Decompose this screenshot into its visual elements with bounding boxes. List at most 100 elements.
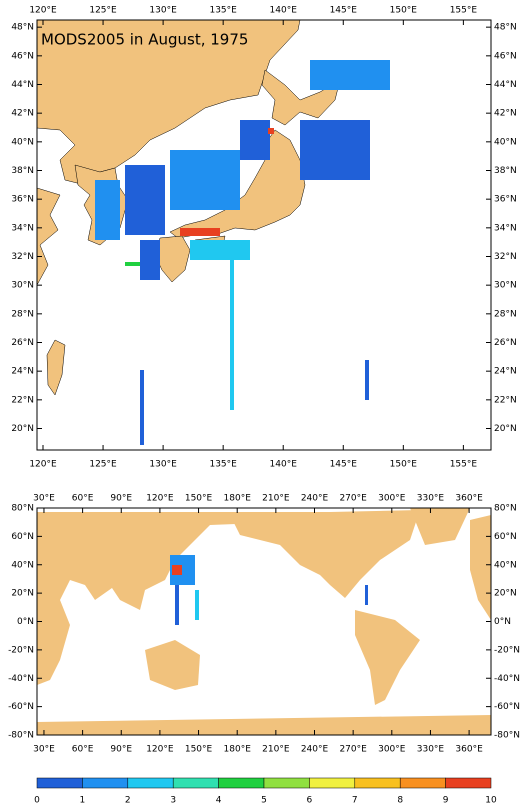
lat-label: 36°N bbox=[494, 195, 517, 205]
color-swatch bbox=[172, 777, 219, 789]
lat-label: -40°N bbox=[494, 674, 520, 684]
lat-label: 22°N bbox=[494, 395, 517, 405]
lat-label: 40°N bbox=[494, 560, 517, 570]
lon-label: 180°E bbox=[224, 745, 252, 755]
lat-label: 38°N bbox=[11, 166, 34, 176]
lon-label: 240°E bbox=[301, 745, 329, 755]
lon-label: 60°E bbox=[72, 745, 94, 755]
lon-label: 130°E bbox=[149, 6, 177, 16]
colorbar-label: 3 bbox=[170, 796, 176, 806]
lat-label: -80°N bbox=[494, 731, 520, 741]
colorbar-label: 1 bbox=[80, 796, 86, 806]
greenland bbox=[410, 508, 470, 545]
lon-label: 90°E bbox=[110, 745, 132, 755]
lat-label: 38°N bbox=[494, 166, 517, 176]
lat-label: 46°N bbox=[11, 51, 34, 61]
europe-africa-right bbox=[470, 515, 491, 620]
lat-label: 40°N bbox=[11, 137, 34, 147]
lon-label: 210°E bbox=[262, 494, 290, 504]
color-swatch bbox=[82, 777, 129, 789]
lon-label: 145°E bbox=[330, 460, 358, 470]
lat-label: 30°N bbox=[494, 281, 517, 291]
color-swatch bbox=[354, 777, 401, 789]
lat-label: 24°N bbox=[11, 367, 34, 377]
lat-label: 42°N bbox=[494, 109, 517, 119]
lat-label: 34°N bbox=[11, 223, 34, 233]
kyushu bbox=[154, 235, 191, 283]
lat-label: 42°N bbox=[11, 109, 34, 119]
lat-label: 34°N bbox=[494, 223, 517, 233]
lon-label: 300°E bbox=[378, 494, 406, 504]
lat-label: 44°N bbox=[11, 80, 34, 90]
lat-label: 26°N bbox=[494, 338, 517, 348]
hokkaido bbox=[261, 69, 341, 126]
asia-mainland bbox=[36, 19, 301, 186]
color-swatch bbox=[218, 777, 265, 789]
color-swatch bbox=[36, 777, 83, 789]
world-observations bbox=[170, 555, 368, 625]
colorbar-label: 5 bbox=[261, 796, 267, 806]
lat-label: 28°N bbox=[494, 309, 517, 319]
color-swatch bbox=[263, 777, 310, 789]
colorbar-label: 9 bbox=[443, 796, 449, 806]
lat-label: -60°N bbox=[494, 702, 520, 712]
lat-label: 40°N bbox=[494, 137, 517, 147]
lat-label: 48°N bbox=[494, 23, 517, 33]
lon-label: 150°E bbox=[390, 460, 418, 470]
lon-label: 210°E bbox=[262, 745, 290, 755]
lon-label: 60°E bbox=[72, 494, 94, 504]
lat-label: 32°N bbox=[494, 252, 517, 262]
color-swatch bbox=[127, 777, 174, 789]
map-frame bbox=[36, 19, 492, 451]
lat-label: 20°N bbox=[11, 589, 34, 599]
lon-label: 120°E bbox=[29, 460, 57, 470]
lat-label: 22°N bbox=[11, 395, 34, 405]
lat-label: -60°N bbox=[8, 702, 34, 712]
lat-label: 32°N bbox=[11, 252, 34, 262]
lon-label: 30°E bbox=[33, 745, 55, 755]
lon-label: 150°E bbox=[185, 494, 213, 504]
color-swatch bbox=[445, 777, 492, 789]
world-map: 30°E 30°E 60°E 60°E 90°E 90°E 120°E 120°E 150°E 1… bbox=[8, 494, 520, 755]
lat-label: 80°N bbox=[494, 504, 517, 514]
lon-label: 360°E bbox=[455, 745, 483, 755]
colorbar-label: 6 bbox=[307, 796, 313, 806]
lon-label: 300°E bbox=[378, 745, 406, 755]
lon-label: 360°E bbox=[455, 494, 483, 504]
lat-label: 30°N bbox=[11, 281, 34, 291]
australia bbox=[145, 640, 200, 690]
lon-label: 270°E bbox=[339, 494, 367, 504]
china-coast bbox=[36, 187, 61, 286]
colorbar-label: 8 bbox=[397, 796, 403, 806]
colorbar-label: 4 bbox=[216, 796, 222, 806]
colorbar-label: 0 bbox=[34, 796, 40, 806]
lon-label: 240°E bbox=[301, 494, 329, 504]
lat-label: 20°N bbox=[494, 589, 517, 599]
antarctica bbox=[37, 715, 491, 735]
lat-label: 26°N bbox=[11, 338, 34, 348]
lat-label: 60°N bbox=[11, 532, 34, 542]
lat-label: 40°N bbox=[11, 560, 34, 570]
taiwan bbox=[46, 339, 66, 396]
lon-label: 180°E bbox=[224, 494, 252, 504]
north-america bbox=[230, 510, 420, 598]
observations bbox=[95, 60, 390, 445]
lon-label: 140°E bbox=[270, 6, 298, 16]
lat-label: 24°N bbox=[494, 367, 517, 377]
lat-label: 36°N bbox=[11, 195, 34, 205]
lon-label: 145°E bbox=[330, 6, 358, 16]
lat-label: 60°N bbox=[494, 532, 517, 542]
colorbar-label: 7 bbox=[352, 796, 358, 806]
lon-label: 155°E bbox=[450, 460, 478, 470]
lon-label: 135°E bbox=[209, 6, 237, 16]
lon-label: 155°E bbox=[450, 6, 478, 16]
lat-label: 46°N bbox=[494, 51, 517, 61]
colorbar-label: 10 bbox=[485, 796, 497, 806]
lat-label: 0°N bbox=[17, 617, 34, 627]
lon-label: 130°E bbox=[149, 460, 177, 470]
lat-label: -40°N bbox=[8, 674, 34, 684]
lon-label: 120°E bbox=[146, 494, 174, 504]
colorbar-label: 2 bbox=[125, 796, 131, 806]
lon-label: 120°E bbox=[146, 745, 174, 755]
